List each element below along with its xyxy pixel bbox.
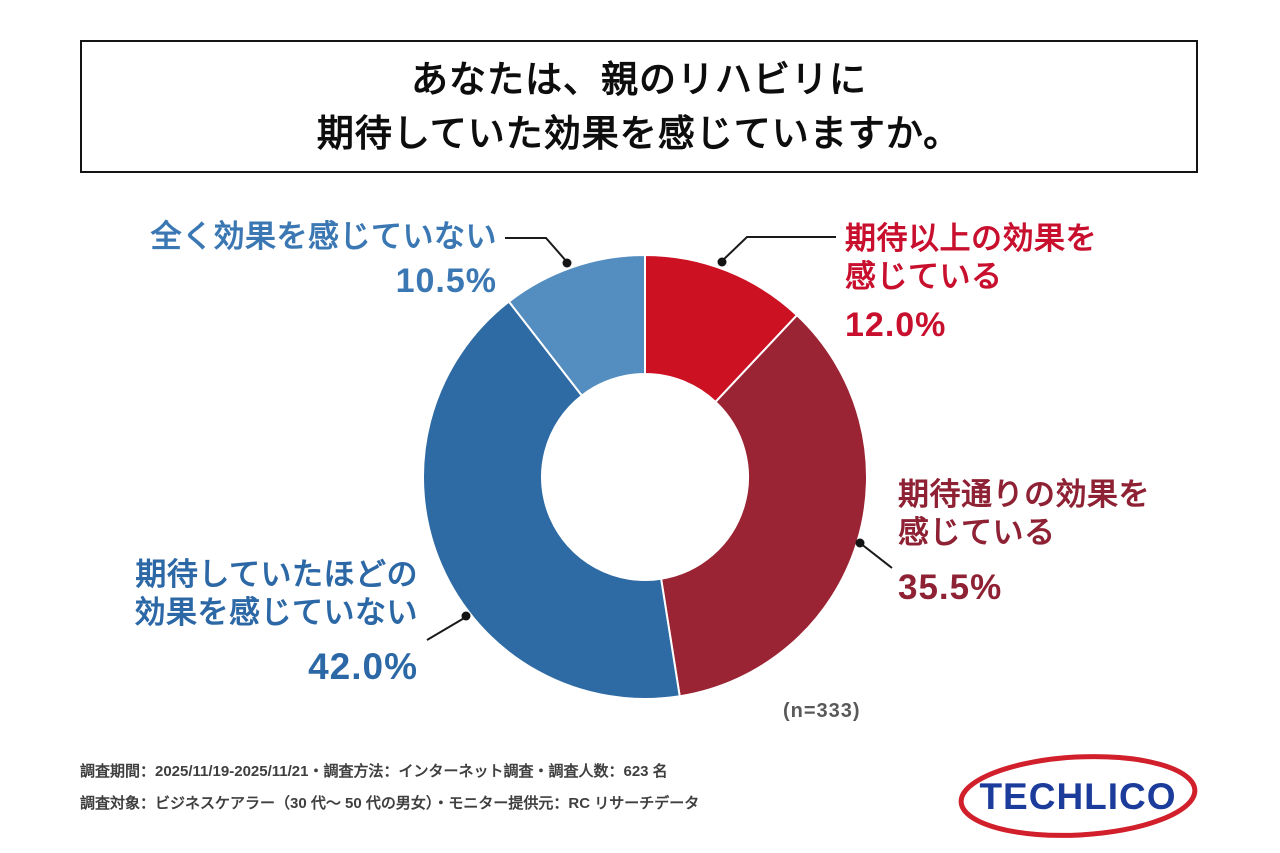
- leader-dots: [461, 257, 865, 621]
- segment-label-text: 効果を感じていない: [134, 594, 418, 630]
- leader-line-top-left: [505, 237, 568, 263]
- chart-title-box: あなたは、親のリハビリに 期待していた効果を感じていますか。: [80, 40, 1198, 173]
- segment-label-above-expectations: 期待以上の効果を 感じている 12.0%: [845, 220, 1205, 345]
- segment-percent: 35.5%: [898, 567, 1003, 607]
- donut-segment: [659, 313, 868, 698]
- logo-ring: [958, 754, 1198, 838]
- survey-note-line-1: 調査期間：2025/11/19-2025/11/21・調査方法：インターネット調…: [80, 763, 668, 780]
- donut-segments: [422, 253, 868, 700]
- segment-label-text: 期待通りの効果を: [898, 477, 1150, 512]
- leader-dot-light-blue: [562, 258, 572, 268]
- segment-label-text: 感じている: [898, 514, 1056, 550]
- segment-label-less-than-expected: 期待していたほどの 効果を感じていない 42.0%: [0, 556, 418, 688]
- leader-dot-red: [717, 257, 727, 267]
- survey-notes: 調査期間：2025/11/19-2025/11/21・調査方法：インターネット調…: [80, 756, 840, 821]
- segment-percent: 12.0%: [845, 305, 947, 344]
- sample-size-label: (n=333): [783, 700, 861, 722]
- segment-label-text: 全く効果を感じていない: [150, 219, 497, 254]
- logo-text: TECHLICO: [979, 776, 1176, 817]
- leader-line-top-right: [721, 236, 836, 262]
- leader-dot-blue: [461, 611, 471, 621]
- survey-note-line-2: 調査対象：ビジネスケアラー（30 代〜 50 代の男女）・モニター提供元：RC …: [80, 795, 700, 813]
- segment-label-text: 感じている: [845, 258, 1003, 294]
- techlico-logo: TECHLICO: [958, 754, 1198, 838]
- leader-line-right: [859, 542, 893, 569]
- chart-title-line-1: あなたは、親のリハビリに: [411, 58, 867, 100]
- leader-lines: [426, 236, 893, 641]
- segment-percent: 42.0%: [308, 645, 418, 687]
- chart-title-line-2: 期待していた効果を感じていますか。: [316, 112, 962, 154]
- segment-label-text: 期待以上の効果を: [845, 221, 1097, 256]
- segment-label-no-effect: 全く効果を感じていない 10.5%: [37, 218, 497, 301]
- segment-label-as-expected: 期待通りの効果を 感じている 35.5%: [898, 476, 1258, 608]
- segment-percent: 10.5%: [395, 261, 497, 300]
- donut-segment: [507, 253, 646, 398]
- donut-segment: [422, 300, 681, 700]
- leader-line-bottom-left: [426, 616, 467, 641]
- leader-dot-maroon: [855, 538, 865, 548]
- segment-label-text: 期待していたほどの: [135, 557, 418, 592]
